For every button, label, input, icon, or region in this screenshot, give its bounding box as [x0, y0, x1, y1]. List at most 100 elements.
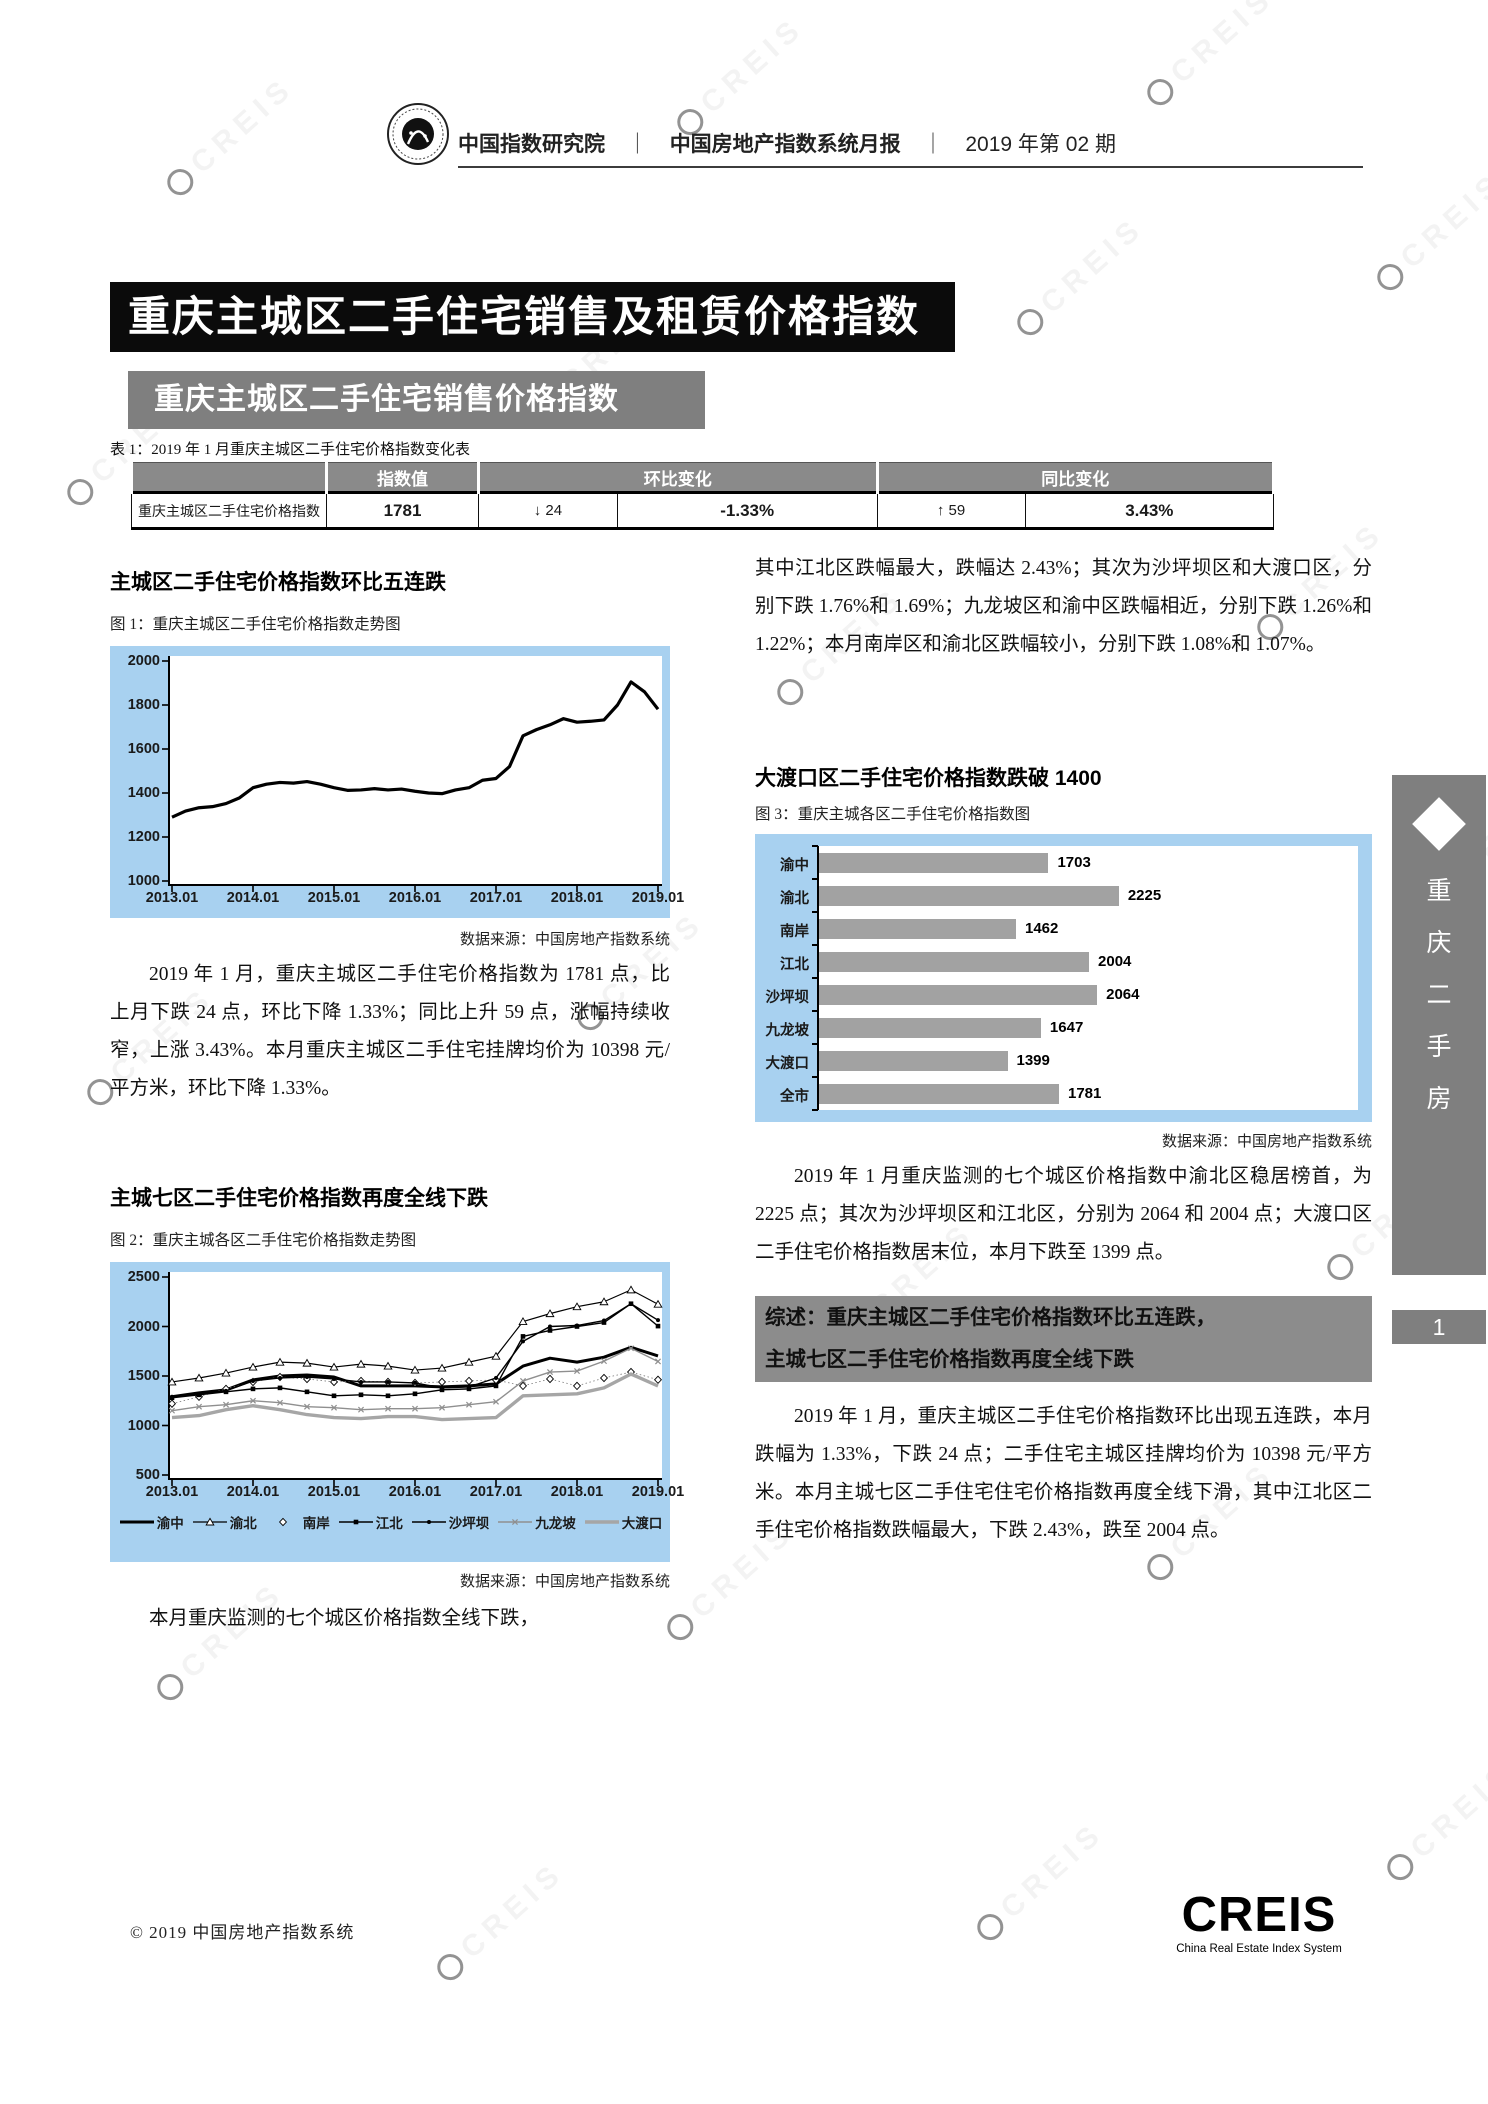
- table-cell-mom-delta: ↓ 24: [478, 491, 618, 530]
- header-issue: 2019 年第 02 期: [965, 133, 1116, 156]
- x-tick-label: 2015.01: [307, 1484, 361, 1500]
- table-header-mom: 环比变化: [477, 462, 879, 493]
- legend-item: 江北: [338, 1512, 403, 1532]
- summary-line2: 主城七区二手住宅价格指数再度全线下跌: [765, 1348, 1134, 1371]
- watermark-text: CREIS: [669, 11, 811, 144]
- header-report-name: 中国房地产指数系统月报: [669, 133, 901, 156]
- table-header-empty: [130, 462, 328, 493]
- axis-tick: [812, 1109, 818, 1111]
- watermark-text: CREIS: [1009, 211, 1151, 344]
- x-tick-label: 2019.01: [631, 890, 685, 906]
- legend-label: 渝北: [229, 1516, 257, 1531]
- bar-row: 1462: [819, 912, 1358, 945]
- bar-value-label: 1781: [1067, 1085, 1102, 1102]
- bar: [819, 1083, 1059, 1104]
- fig1-caption: 图 1：重庆主城区二手住宅价格指数走势图: [110, 616, 401, 633]
- table-cell-mom-pct: -1.33%: [616, 491, 878, 530]
- y-tick-label: 500: [135, 1467, 160, 1483]
- bar-value-label: 1647: [1049, 1019, 1084, 1036]
- x-tick-label: 2014.01: [226, 890, 280, 906]
- fig1-y-axis-labels: 1000 1200 1400 1600 1800 2000: [120, 653, 168, 889]
- header-org: 中国指数研究院: [458, 133, 605, 156]
- bar-value-label: 2064: [1106, 986, 1140, 1003]
- diamond-icon: [1412, 797, 1466, 851]
- x-tick-label: 2017.01: [469, 890, 523, 906]
- paragraph-main-index: 2019 年 1 月，重庆主城区二手住宅价格指数为 1781 点，比上月下跌 2…: [110, 964, 670, 1099]
- y-tick-label: 1200: [127, 829, 160, 845]
- bar-category-label: 大渡口: [765, 1056, 810, 1072]
- fig2-plot: [162, 1272, 663, 1486]
- table-cell-yoy-delta: ↑ 59: [876, 491, 1026, 530]
- bar-category-label: 沙坪坝: [765, 990, 810, 1006]
- fig1-plot: [162, 656, 662, 892]
- fig2-caption: 图 2：重庆主城各区二手住宅价格指数走势图: [110, 1232, 417, 1249]
- bar-row: 1647: [819, 1011, 1358, 1044]
- table-cell-index-value: 1781: [326, 491, 479, 530]
- fig2-source: 数据来源：中国房地产指数系统: [459, 1574, 670, 1590]
- y-tick-label: 2500: [127, 1269, 160, 1285]
- fig3-source: 数据来源：中国房地产指数系统: [1161, 1134, 1372, 1150]
- legend-item: 南岸: [266, 1512, 330, 1532]
- fig2-x-axis-labels: 2013.01 2014.01 2015.01 2016.01 2017.01 2018.…: [146, 1484, 684, 1506]
- table-row-label: 重庆主城区二手住宅价格指数: [131, 491, 327, 530]
- x-tick-label: 2013.01: [145, 890, 199, 906]
- report-header: 中国指数研究院 ｜ 中国房地产指数系统月报 ｜ 2019 年第 02 期: [458, 128, 1363, 168]
- bar-row: 2225: [819, 879, 1358, 912]
- legend-swatch-icon: [278, 1517, 287, 1527]
- creis-logo-subtext: China Real Estate Index System: [1176, 1943, 1342, 1955]
- fig3-plot: 1703 2225 1462 2004 2064 1647 1399 1781: [812, 845, 1358, 1111]
- fig1-x-axis-labels: 2013.01 2014.01 2015.01 2016.01 2017.01 2018.…: [146, 890, 684, 912]
- y-tick-label: 2000: [127, 1318, 160, 1335]
- legend-swatch-icon: [192, 1517, 227, 1526]
- y-tick-label: 1000: [127, 1417, 160, 1434]
- legend-label: 沙坪坝: [448, 1516, 490, 1531]
- bar: [819, 885, 1119, 906]
- heading-five-month-decline: 主城区二手住宅价格指数环比五连跌: [110, 571, 446, 594]
- legend-item: 渝中: [119, 1512, 184, 1532]
- legend-item: 大渡口: [584, 1512, 662, 1532]
- paragraph-transition: 本月重庆监测的七个城区价格指数全线下跌，: [149, 1608, 540, 1629]
- axis-tick: [812, 911, 818, 913]
- legend-label: 九龙坡: [535, 1516, 576, 1531]
- x-tick-label: 2014.01: [226, 1484, 280, 1500]
- y-tick-label: 1400: [127, 785, 160, 801]
- bar-category-label: 全市: [780, 1089, 809, 1105]
- x-tick-label: 2017.01: [469, 1484, 523, 1500]
- legend-label: 南岸: [302, 1516, 330, 1531]
- axis-tick: [812, 845, 818, 847]
- heading-dadukou: 大渡口区二手住宅价格指数跌破 1400: [755, 767, 1102, 790]
- watermark-text: CREIS: [1379, 1756, 1488, 1889]
- summary-line1: 综述：重庆主城区二手住宅价格指数环比五连跌，: [765, 1306, 1216, 1329]
- bar-category-label: 渝北: [780, 891, 809, 907]
- x-tick-label: 2018.01: [550, 1484, 604, 1500]
- bar-value-label: 2225: [1127, 887, 1162, 904]
- bar-category-label: 南岸: [780, 924, 809, 940]
- sidebar-section-tab: 重庆二手房: [1392, 775, 1486, 1275]
- bar-value-label: 1399: [1016, 1052, 1050, 1069]
- axis-tick: [812, 878, 818, 880]
- fig1-source: 数据来源：中国房地产指数系统: [459, 932, 670, 948]
- table-header-yoy: 同比变化: [875, 462, 1275, 493]
- legend-swatch-icon: [338, 1519, 373, 1525]
- fig3-bar-chart: 渝中 渝北 南岸 江北 沙坪坝 九龙坡 大渡口 全市 1703 2225 1462 2004 2064…: [755, 834, 1372, 1122]
- paragraph-district-ranking: 2019 年 1 月重庆监测的七个城区价格指数中渝北区稳居榜首，为 2225 点…: [755, 1166, 1372, 1263]
- legend-label: 江北: [375, 1516, 403, 1531]
- page-title-banner: 重庆主城区二手住宅销售及租赁价格指数: [110, 282, 955, 352]
- bar-row: 2064: [819, 978, 1358, 1011]
- fig3-caption: 图 3：重庆主城各区二手住宅价格指数图: [755, 806, 1031, 823]
- bar: [819, 1017, 1041, 1038]
- watermark-text: CREIS: [159, 71, 301, 204]
- x-tick-label: 2015.01: [307, 890, 361, 906]
- axis-tick: [812, 944, 818, 946]
- bar-row: 1703: [819, 846, 1358, 879]
- legend-item: 九龙坡: [498, 1512, 576, 1532]
- x-tick-label: 2018.01: [550, 890, 604, 906]
- fig1-line-chart: 1000 1200 1400 1600 1800 2000 2013.01 2014.01 2…: [110, 646, 684, 918]
- table-header-index-value: 指数值: [325, 462, 480, 493]
- bar-value-label: 2004: [1098, 953, 1132, 970]
- page-number: 1: [1392, 1310, 1486, 1344]
- bar-row: 2004: [819, 945, 1358, 978]
- paragraph-district-declines: 其中江北区跌幅最大，跌幅达 2.43%；其次为沙坪坝区和大渡口区，分别下跌 1.…: [755, 558, 1372, 655]
- watermark-text: CREIS: [969, 1816, 1111, 1949]
- bar: [819, 984, 1098, 1005]
